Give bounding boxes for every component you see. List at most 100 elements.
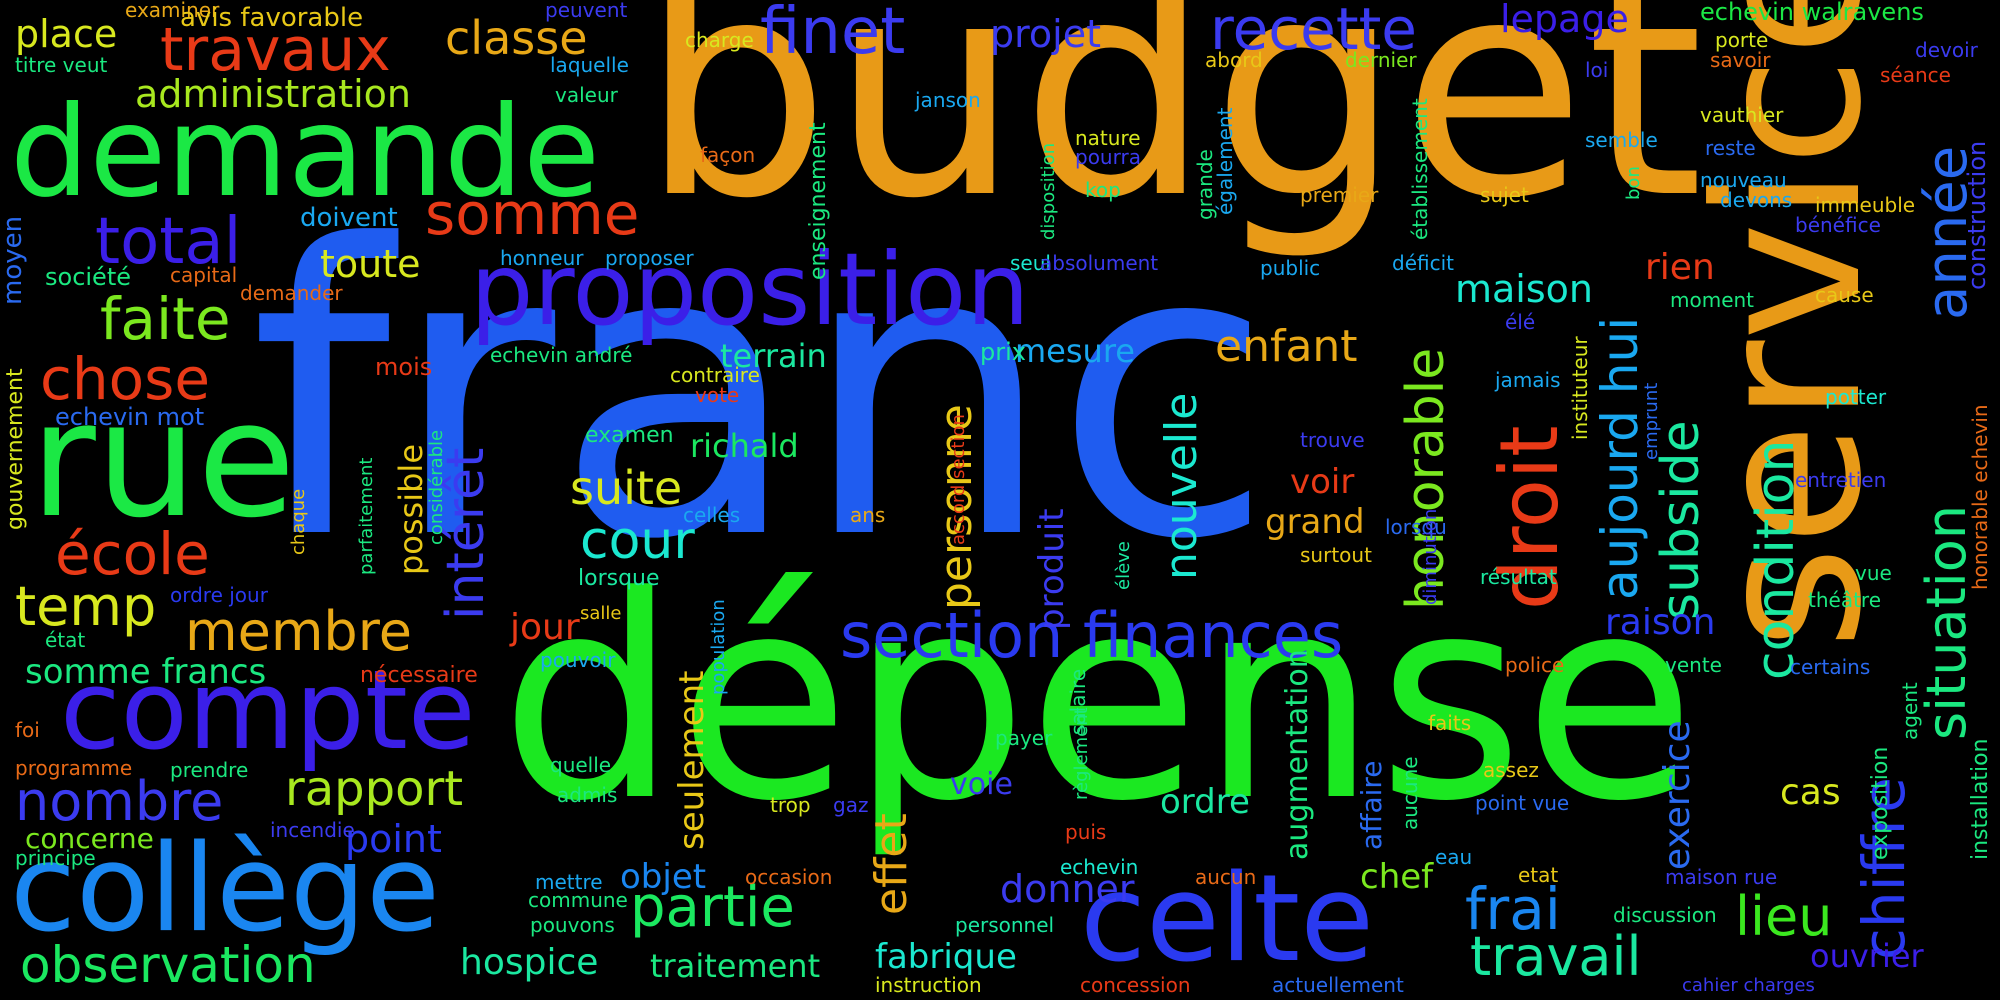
- word: premier: [1300, 183, 1379, 207]
- word: instruction: [875, 973, 982, 997]
- word: ans: [850, 503, 886, 527]
- word: honorable echevin: [1968, 404, 1992, 590]
- word: prendre: [170, 758, 249, 782]
- word: pourra: [1075, 145, 1141, 169]
- word: reste: [1705, 136, 1756, 160]
- word: vente: [1665, 653, 1722, 677]
- word: aujourd hui: [1591, 316, 1649, 600]
- word: etat: [1518, 863, 1559, 887]
- word: parfaitement: [356, 457, 377, 575]
- word: moment: [1670, 288, 1755, 312]
- word: vote: [695, 383, 740, 407]
- word: également: [1213, 107, 1237, 215]
- word: place: [15, 12, 118, 56]
- word: résultat: [1480, 565, 1557, 589]
- word: disposition: [1038, 142, 1059, 240]
- word: partie: [630, 875, 795, 940]
- word: programme: [15, 756, 133, 780]
- word: avis favorable: [180, 3, 364, 33]
- word: accord section: [948, 414, 969, 545]
- word: proposition: [470, 231, 1030, 348]
- word: admis: [557, 783, 618, 807]
- word: travail: [1470, 925, 1642, 988]
- word: dernier: [1345, 48, 1417, 72]
- word: payer: [995, 726, 1053, 750]
- word: fabrique: [875, 937, 1017, 977]
- word: mois: [375, 353, 433, 381]
- word: compte: [60, 646, 476, 774]
- word: augmentation: [1280, 649, 1315, 860]
- word: capital: [170, 263, 238, 287]
- word: celte: [1080, 850, 1375, 989]
- word: raison: [1605, 602, 1716, 643]
- word: nécessaire: [360, 663, 478, 688]
- word: bon: [1623, 166, 1644, 200]
- word: possible: [392, 443, 430, 575]
- word: enseignement: [806, 122, 831, 280]
- word: agent: [1898, 682, 1922, 740]
- word: valeur: [555, 83, 618, 107]
- word: traitement: [650, 947, 821, 985]
- word: principe: [15, 846, 96, 870]
- word: entretien: [1795, 468, 1887, 492]
- word: façon: [700, 143, 756, 167]
- word: proposer: [605, 246, 694, 270]
- word: ouvrier: [1810, 937, 1924, 975]
- word: séance: [1880, 63, 1951, 87]
- word: cahier charges: [1682, 975, 1815, 996]
- word: pouvoir: [540, 648, 616, 672]
- word: rien: [1645, 247, 1715, 288]
- word: aucune: [1398, 756, 1422, 830]
- word: observation: [20, 936, 316, 994]
- word: titre veut: [15, 53, 108, 77]
- word: trop: [770, 793, 811, 817]
- word: echevin: [1060, 855, 1139, 879]
- word: affaire: [1355, 760, 1388, 850]
- word: bénéfice: [1795, 213, 1881, 237]
- word: devons: [1720, 188, 1793, 212]
- word: déficit: [1392, 251, 1454, 275]
- word: potter: [1825, 385, 1887, 409]
- word: laquelle: [550, 53, 629, 77]
- word: lieu: [1735, 885, 1833, 948]
- word: temp: [15, 575, 157, 638]
- word: mettre: [535, 870, 603, 894]
- word: théâtre: [1808, 588, 1882, 612]
- word: ordre: [1160, 782, 1250, 822]
- word: point: [345, 817, 442, 861]
- word: exposition: [1868, 746, 1893, 860]
- word: hospice: [460, 942, 599, 983]
- word: devoir: [1915, 38, 1978, 62]
- word: aucun: [1195, 865, 1257, 889]
- word: mesure: [1015, 332, 1135, 370]
- word: école: [55, 520, 210, 588]
- word: rapport: [285, 761, 464, 817]
- word: produit: [1032, 508, 1072, 630]
- word: point vue: [1475, 791, 1570, 815]
- word: concerne: [25, 822, 154, 855]
- word: vue: [1855, 561, 1892, 585]
- word: occasion: [745, 865, 833, 889]
- word: pouvons: [530, 913, 615, 937]
- word: peuvent: [545, 0, 628, 22]
- word: gaz: [833, 793, 869, 817]
- word: élé: [1505, 310, 1536, 334]
- word: loi: [1585, 58, 1609, 82]
- word: trouve: [1300, 428, 1365, 452]
- word: semble: [1585, 128, 1658, 152]
- word: richald: [690, 427, 799, 465]
- word: immeuble: [1815, 193, 1916, 217]
- word: savoir: [1710, 48, 1771, 72]
- word: budget: [640, 0, 1704, 264]
- word: élève: [1113, 541, 1134, 590]
- word: état: [45, 628, 86, 652]
- word: seul: [1010, 251, 1051, 275]
- word: nouvelle: [1156, 392, 1207, 580]
- word: somme francs: [25, 652, 267, 692]
- word: certains: [1790, 655, 1871, 679]
- word: voie: [950, 767, 1013, 802]
- word: population: [708, 599, 729, 695]
- word: surtout: [1300, 543, 1372, 567]
- word: cour: [580, 511, 695, 571]
- word: membre: [185, 600, 412, 663]
